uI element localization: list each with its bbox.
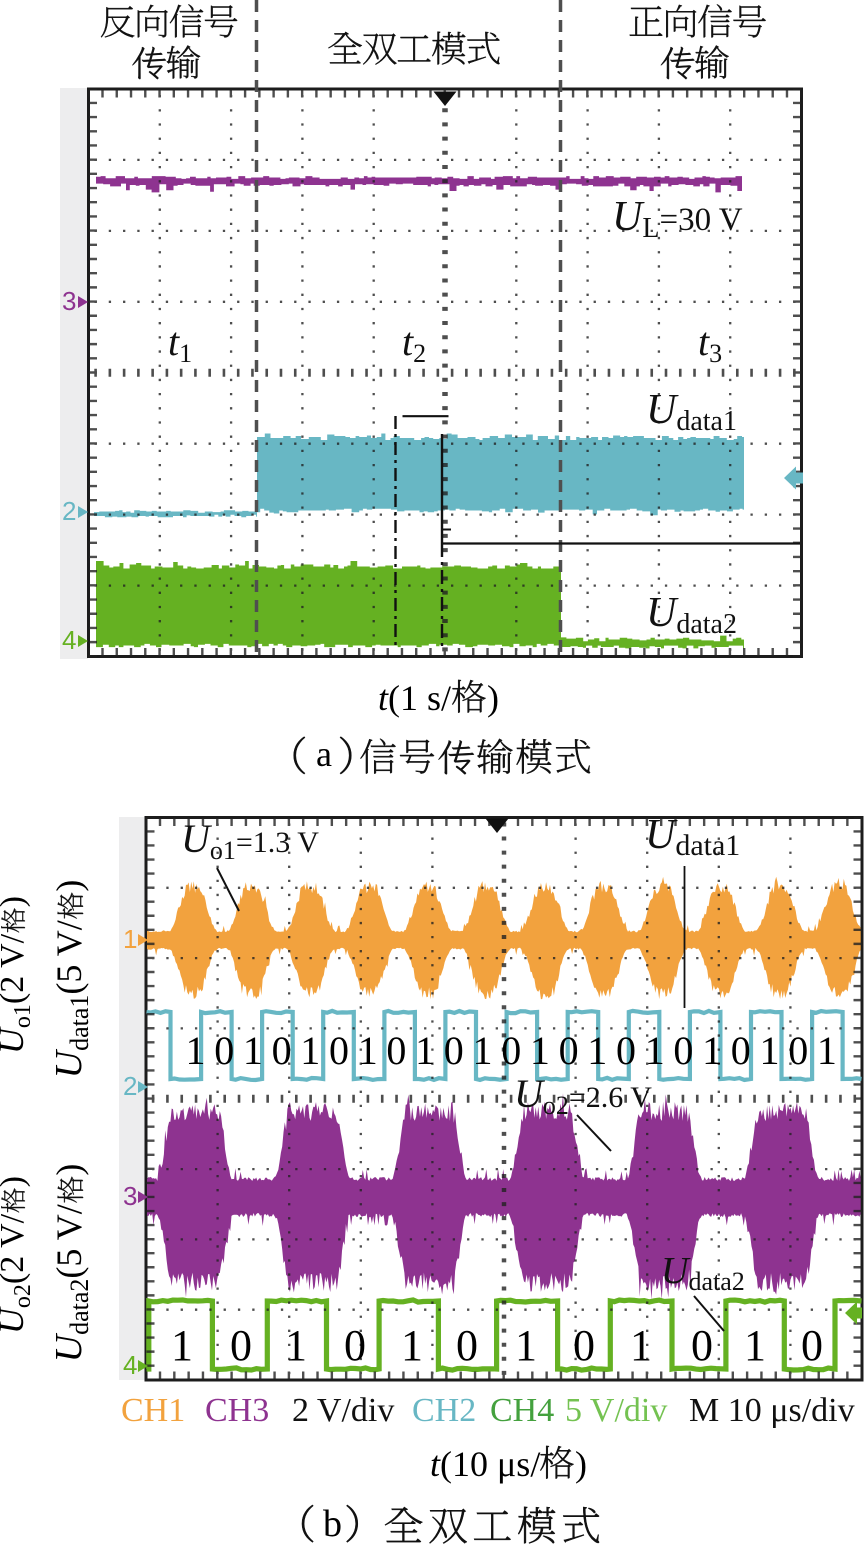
svg-text:1: 1 (186, 1028, 206, 1073)
svg-text:t1: t1 (168, 319, 192, 368)
svg-text:U: U (48, 1332, 90, 1362)
svg-text:0: 0 (801, 1321, 823, 1370)
svg-text:1: 1 (817, 1028, 837, 1073)
svg-text:1: 1 (530, 1028, 550, 1073)
svg-text:Uo2=2.6 V: Uo2=2.6 V (514, 1071, 652, 1120)
svg-text:Uo1=1.3 V: Uo1=1.3 V (181, 816, 319, 865)
svg-text:(2 V/: (2 V/ (0, 933, 31, 1004)
svg-text:data2: data2 (65, 1279, 94, 1335)
svg-text:1: 1 (300, 1028, 320, 1073)
svg-text:0: 0 (788, 1028, 808, 1073)
svg-text:1: 1 (760, 1028, 780, 1073)
svg-text:1: 1 (171, 1321, 193, 1370)
svg-text:0: 0 (691, 1321, 713, 1370)
svg-text:CH3: CH3 (205, 1392, 269, 1429)
svg-text:o1: o1 (10, 1004, 36, 1028)
svg-text:4: 4 (123, 1350, 137, 1380)
svg-text:): ) (49, 1164, 89, 1176)
svg-text:1: 1 (358, 1028, 378, 1073)
svg-text:U: U (48, 1048, 90, 1078)
svg-text:Udata1: Udata1 (646, 387, 737, 437)
svg-text:1: 1 (123, 924, 137, 954)
svg-text:t(1 s/: t(1 s/ (378, 678, 451, 718)
svg-text:0: 0 (673, 1028, 693, 1073)
svg-text:U: U (0, 1306, 31, 1334)
svg-text:(5 V/: (5 V/ (49, 920, 89, 994)
svg-text:CH2: CH2 (412, 1392, 476, 1429)
svg-text:0: 0 (456, 1321, 478, 1370)
svg-text:data1: data1 (65, 995, 94, 1051)
svg-text:): ) (0, 1176, 31, 1187)
svg-text:0: 0 (329, 1028, 349, 1073)
svg-text:1: 1 (473, 1028, 493, 1073)
svg-text:t3: t3 (698, 319, 722, 368)
svg-text:b: b (323, 1503, 342, 1545)
svg-text:0: 0 (559, 1028, 579, 1073)
svg-text:0: 0 (616, 1028, 636, 1073)
svg-text:t2: t2 (402, 319, 426, 368)
svg-text:Udata1: Udata1 (645, 812, 740, 862)
svg-text:1: 1 (744, 1321, 766, 1370)
svg-text:): ) (575, 1444, 587, 1484)
svg-text:CH1: CH1 (121, 1392, 185, 1429)
svg-text:a: a (316, 734, 332, 774)
svg-text:5 V/div: 5 V/div (565, 1392, 667, 1429)
svg-text:1: 1 (415, 1028, 435, 1073)
svg-text:1: 1 (515, 1321, 537, 1370)
svg-text:0: 0 (272, 1028, 292, 1073)
svg-text:M 10 μs/div: M 10 μs/div (689, 1392, 855, 1429)
svg-text:4: 4 (62, 625, 76, 655)
svg-text:0: 0 (501, 1028, 521, 1073)
svg-text:1: 1 (587, 1028, 607, 1073)
svg-text:2: 2 (62, 496, 76, 526)
svg-text:1: 1 (702, 1028, 722, 1073)
svg-text:0: 0 (444, 1028, 464, 1073)
svg-text:U: U (0, 1026, 31, 1054)
svg-text:): ) (49, 880, 89, 892)
svg-text:UL=30 V: UL=30 V (612, 194, 743, 244)
svg-text:0: 0 (344, 1321, 366, 1370)
svg-text:0: 0 (386, 1028, 406, 1073)
svg-text:): ) (487, 678, 499, 718)
svg-text:1: 1 (285, 1321, 307, 1370)
svg-text:(2 V/: (2 V/ (0, 1213, 31, 1284)
svg-text:t(10 μs/: t(10 μs/ (430, 1444, 540, 1484)
svg-text:2 V/div: 2 V/div (292, 1392, 394, 1429)
svg-text:(5 V/: (5 V/ (49, 1204, 89, 1278)
svg-text:0: 0 (230, 1321, 252, 1370)
svg-text:3: 3 (123, 1181, 137, 1211)
svg-text:1: 1 (401, 1321, 423, 1370)
svg-text:0: 0 (731, 1028, 751, 1073)
svg-text:0: 0 (573, 1321, 595, 1370)
svg-text:CH4: CH4 (490, 1392, 554, 1429)
svg-text:1: 1 (630, 1321, 652, 1370)
svg-text:3: 3 (62, 286, 76, 316)
svg-text:1: 1 (645, 1028, 665, 1073)
svg-text:o2: o2 (10, 1284, 36, 1308)
svg-text:2: 2 (123, 1071, 137, 1101)
svg-text:): ) (0, 896, 31, 907)
svg-text:1: 1 (243, 1028, 263, 1073)
svg-text:0: 0 (214, 1028, 234, 1073)
svg-text:Udata2: Udata2 (661, 1250, 745, 1296)
svg-text:Udata2: Udata2 (646, 590, 737, 640)
